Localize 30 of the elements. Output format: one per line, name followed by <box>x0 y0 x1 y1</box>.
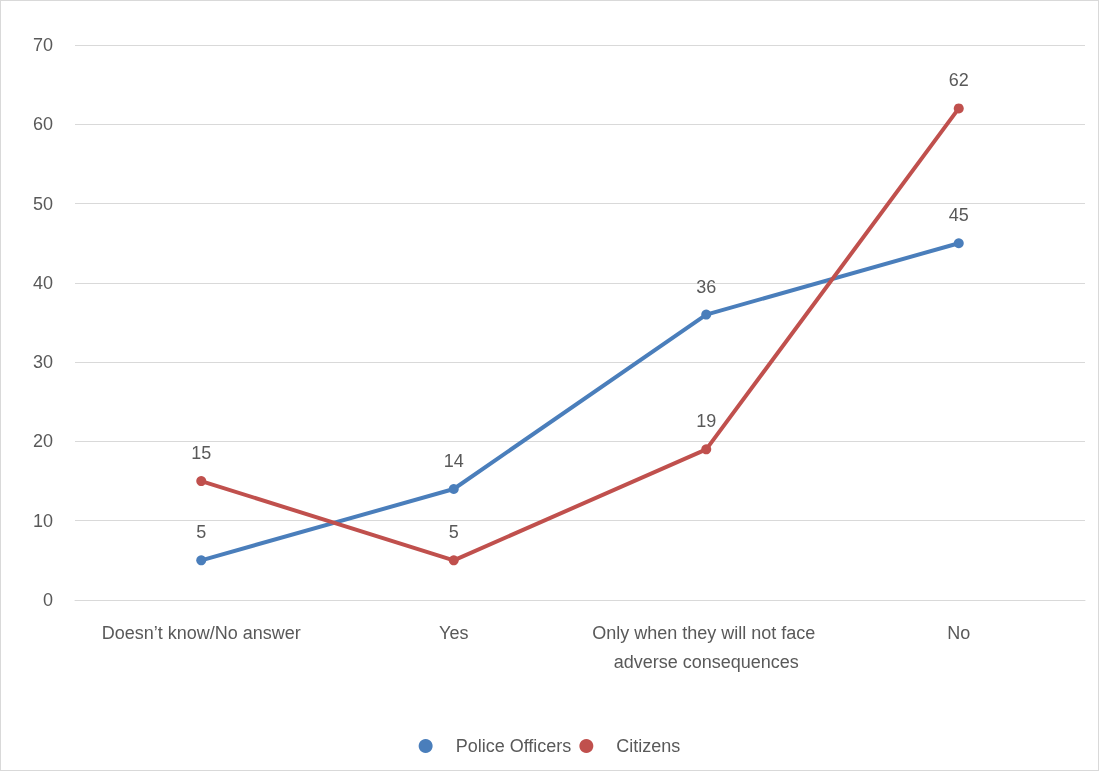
point <box>701 309 712 320</box>
point <box>701 444 712 455</box>
x-tick-label: Yes <box>439 622 469 643</box>
data-label: 36 <box>696 276 717 297</box>
data-label: 15 <box>191 443 212 464</box>
y-tick-label: 20 <box>32 431 53 452</box>
data-label: 19 <box>696 411 717 432</box>
point <box>953 103 964 114</box>
y-tick-label: 60 <box>32 114 53 135</box>
y-tick-label: 30 <box>32 352 53 373</box>
point <box>448 484 459 494</box>
point <box>196 476 207 487</box>
data-label: 5 <box>196 522 207 543</box>
point <box>953 238 964 249</box>
y-tick-label: 70 <box>32 35 53 55</box>
y-tick-label: 50 <box>32 193 53 214</box>
data-label: 62 <box>948 70 969 91</box>
data-label: 14 <box>443 451 464 471</box>
legend-label: Citizens <box>616 736 681 756</box>
legend-label: Police Officers <box>455 736 572 756</box>
x-tick-label: No <box>947 622 971 643</box>
data-label: 45 <box>948 205 969 226</box>
x-tick-label: Only when they will not face adverse consequences <box>592 622 821 672</box>
point <box>196 555 207 566</box>
data-label: 5 <box>448 522 459 543</box>
point <box>448 555 459 566</box>
y-tick-label: 0 <box>42 590 53 610</box>
y-tick-label: 40 <box>32 272 53 293</box>
x-tick-label: Doesn’t know/No answer <box>101 622 301 643</box>
y-tick-label: 10 <box>32 510 53 531</box>
